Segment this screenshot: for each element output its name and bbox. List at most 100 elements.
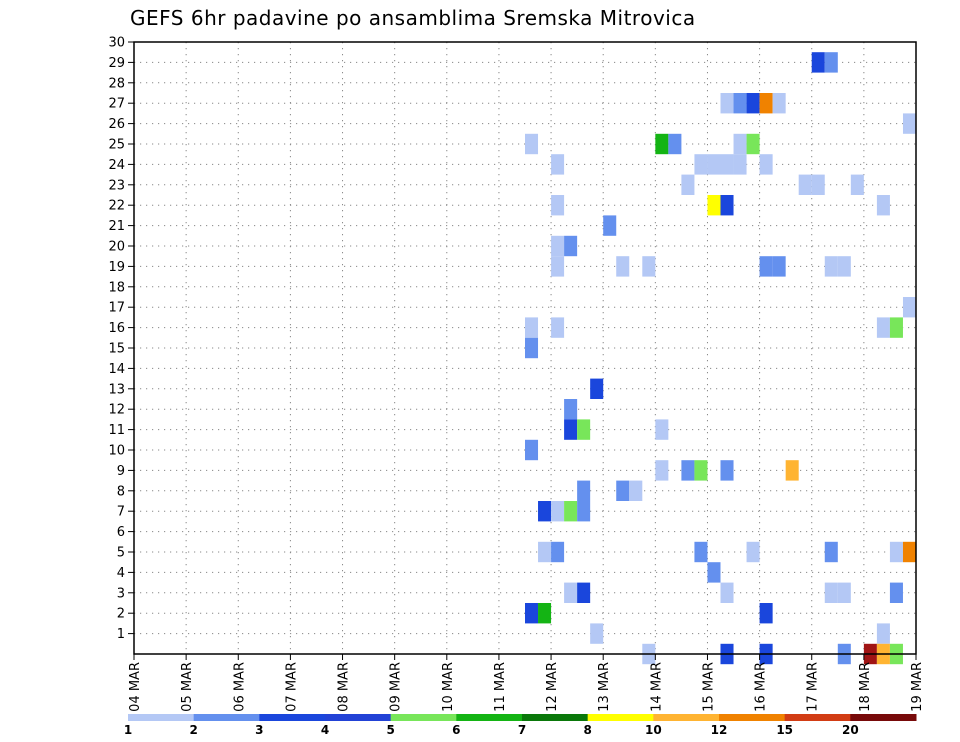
colorbar-label: 1 [124, 723, 132, 737]
heatmap-cell [889, 582, 903, 603]
colorbar-label: 15 [776, 723, 793, 737]
heatmap-cell [876, 623, 890, 644]
heatmap-cell [746, 93, 760, 114]
heatmap-cell [720, 195, 734, 216]
y-tick-label: 12 [108, 403, 125, 418]
heatmap-cell [694, 541, 708, 563]
heatmap-cell [577, 419, 591, 440]
y-tick-label: 2 [117, 607, 125, 622]
x-tick-label: 07 MAR [284, 662, 299, 712]
heatmap-cell [811, 174, 825, 195]
y-axis: 1234567891011121314151617181920212223242… [108, 36, 134, 642]
heatmap-cell [590, 378, 604, 399]
colorbar-segment [128, 714, 195, 721]
heatmap-cell [551, 541, 565, 563]
heatmap-cell [655, 133, 669, 155]
y-tick-label: 3 [117, 586, 125, 601]
x-tick-label: 18 MAR [858, 662, 873, 712]
colorbar-segment [193, 714, 260, 721]
y-tick-label: 8 [117, 484, 125, 499]
heatmap-cell [551, 195, 565, 216]
x-tick-label: 13 MAR [597, 662, 612, 712]
heatmap-cells [525, 52, 916, 665]
y-tick-label: 7 [117, 505, 125, 520]
colorbar-segment [719, 714, 786, 721]
y-tick-label: 29 [108, 56, 125, 71]
x-tick-label: 14 MAR [649, 662, 664, 712]
heatmap-cell [694, 460, 708, 481]
heatmap-cell [759, 93, 773, 114]
y-tick-label: 26 [108, 117, 125, 132]
y-tick-label: 10 [108, 444, 125, 459]
y-tick-label: 17 [108, 301, 125, 316]
y-tick-label: 20 [108, 240, 125, 255]
heatmap-cell [551, 235, 565, 257]
heatmap-cell [655, 419, 669, 440]
heatmap-cell [733, 133, 747, 155]
heatmap-cell [759, 603, 773, 624]
heatmap-cell [824, 582, 838, 603]
y-tick-label: 15 [108, 342, 125, 357]
heatmap-cell [538, 603, 552, 624]
x-tick-label: 17 MAR [806, 662, 821, 712]
y-tick-label: 30 [108, 36, 125, 51]
colorbar-segment [784, 714, 851, 721]
y-tick-label: 23 [108, 178, 125, 193]
heatmap-cell [824, 52, 838, 73]
y-tick-label: 18 [108, 280, 125, 295]
chart-title: GEFS 6hr padavine po ansamblima Sremska … [130, 6, 696, 30]
x-tick-label: 04 MAR [128, 662, 143, 712]
heatmap-cell [590, 623, 604, 644]
heatmap-cell [824, 541, 838, 563]
y-tick-label: 6 [117, 525, 125, 540]
colorbar-label: 2 [189, 723, 197, 737]
x-tick-label: 08 MAR [337, 662, 352, 712]
x-tick-label: 09 MAR [389, 662, 404, 712]
heatmap-cell [525, 337, 539, 359]
heatmap-cell [720, 154, 734, 175]
colorbar-label: 3 [255, 723, 263, 737]
heatmap-cell [811, 52, 825, 73]
heatmap-cell [655, 460, 669, 481]
y-tick-label: 9 [117, 464, 125, 479]
x-tick-label: 05 MAR [180, 662, 195, 712]
heatmap-cell [798, 174, 812, 195]
heatmap-cell [551, 501, 565, 522]
y-tick-label: 27 [108, 97, 125, 112]
colorbar-segment [522, 714, 589, 721]
y-tick-label: 28 [108, 76, 125, 91]
heatmap-cell [785, 460, 799, 481]
y-tick-label: 22 [108, 199, 125, 214]
x-tick-label: 15 MAR [701, 662, 716, 712]
heatmap-cell [889, 317, 903, 338]
heatmap-cell [772, 256, 786, 277]
colorbar: 1 2 3 4 5 6 7 8 10 12 15 20 [124, 714, 917, 737]
y-tick-label: 11 [108, 423, 125, 438]
colorbar-segment [325, 714, 392, 721]
colorbar-segment [390, 714, 457, 721]
heatmap-cell [902, 113, 916, 134]
heatmap-cell [733, 154, 747, 175]
heatmap-cell [746, 541, 760, 563]
heatmap-cell [551, 256, 565, 277]
y-tick-label: 21 [108, 219, 125, 234]
heatmap-cell [720, 582, 734, 603]
colorbar-label: 6 [452, 723, 460, 737]
y-tick-label: 5 [117, 546, 125, 561]
heatmap-cell [525, 439, 539, 461]
heatmap-cell [629, 480, 643, 501]
heatmap-cell [642, 256, 656, 277]
y-tick-label: 19 [108, 260, 125, 275]
colorbar-label: 4 [321, 723, 329, 737]
heatmap-cell [616, 256, 630, 277]
y-tick-label: 4 [117, 566, 125, 581]
heatmap-cell [603, 215, 617, 236]
colorbar-segment [850, 714, 917, 721]
y-tick-label: 14 [108, 362, 125, 377]
heatmap-cell [564, 235, 578, 257]
heatmap-cell [837, 582, 851, 603]
y-tick-label: 13 [108, 382, 125, 397]
heatmap-cell [759, 256, 773, 277]
heatmap-cell [733, 93, 747, 114]
